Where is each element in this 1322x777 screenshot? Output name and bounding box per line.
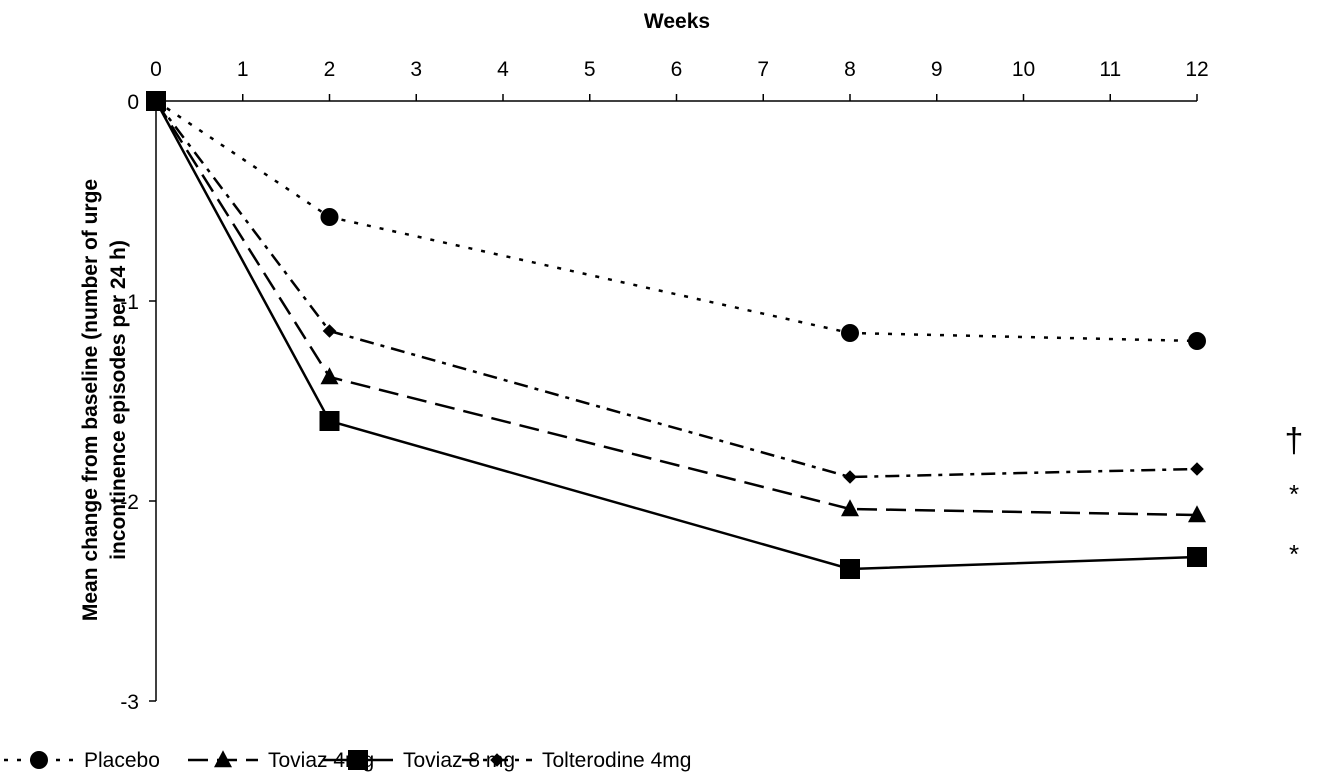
data-point-tolterodine-4mg: [149, 94, 163, 108]
x-tick-label: 3: [410, 58, 422, 81]
series-toviaz-8-mg: [146, 91, 1207, 579]
data-point-tolterodine-4mg: [1190, 462, 1204, 476]
legend-item-tolterodine-4mg: Tolterodine 4mg: [462, 749, 691, 772]
legend-marker-tolterodine-4mg: [490, 753, 504, 767]
legend-label-toviaz-8-mg: Toviaz 8 mg: [403, 749, 515, 772]
x-tick-label: 5: [584, 58, 596, 81]
y-tick-label: -3: [120, 691, 139, 714]
legend-marker-placebo: [30, 751, 48, 769]
y-tick-label: 0: [127, 91, 139, 114]
series-toviaz-4mg: [147, 91, 1206, 523]
y-axis-title-line-1: Mean change from baseline (number of urg…: [79, 179, 102, 621]
x-tick-label: 4: [497, 58, 509, 81]
legend: Placebo Toviaz 4mg Toviaz 8 mg Tolterodine …: [4, 749, 691, 772]
x-axis-title: Weeks: [644, 10, 710, 33]
series-line-placebo: [155, 99, 1198, 343]
legend-label-placebo: Placebo: [84, 749, 160, 772]
annotation-asterisk-1: *: [1289, 479, 1299, 509]
data-point-placebo: [1188, 332, 1206, 350]
legend-item-toviaz-8-mg: Toviaz 8 mg: [323, 749, 515, 772]
x-tick-label: 8: [844, 58, 856, 81]
x-tick-label: 2: [324, 58, 336, 81]
x-tick-label: 7: [757, 58, 769, 81]
x-tick-label: 11: [1099, 58, 1121, 81]
data-point-placebo: [320, 208, 339, 226]
legend-label-toviaz-4mg: Toviaz 4mg: [268, 749, 374, 772]
legend-item-toviaz-4mg: Toviaz 4mg: [188, 749, 374, 772]
series-line-toviaz-4mg: [154, 100, 1198, 517]
y-tick-label: -2: [120, 491, 139, 514]
x-tick-label: 6: [671, 58, 683, 81]
x-tick-label: 0: [150, 58, 162, 81]
x-tick-label: 12: [1185, 58, 1208, 81]
legend-item-placebo: Placebo: [4, 749, 160, 772]
series-line-tolterodine-4mg: [155, 100, 1198, 479]
series-tolterodine-4mg: [149, 94, 1204, 484]
series-placebo: [147, 92, 1206, 350]
data-point-toviaz-4mg: [1188, 505, 1206, 523]
data-point-toviaz-4mg: [320, 367, 339, 385]
legend-marker-toviaz-8-mg: [348, 750, 368, 770]
series-line-toviaz-8-mg: [154, 100, 1198, 571]
y-tick-label: -1: [120, 291, 139, 314]
data-point-toviaz-8-mg: [319, 411, 340, 431]
y-axis-title-line-2: incontinence episodes per 24 h): [107, 240, 130, 560]
x-tick-label: 1: [237, 58, 249, 81]
data-point-tolterodine-4mg: [322, 324, 337, 338]
legend-marker-toviaz-4mg: [214, 750, 232, 768]
y-axis-title: Mean change from baseline (number of urg…: [79, 179, 130, 621]
data-point-tolterodine-4mg: [843, 470, 857, 484]
data-point-toviaz-4mg: [841, 499, 859, 517]
data-point-toviaz-8-mg: [1187, 547, 1207, 567]
annotation-dagger: †: [1285, 422, 1304, 460]
x-tick-label: 9: [931, 58, 943, 81]
annotation-asterisk-2: *: [1289, 539, 1299, 569]
data-point-placebo: [841, 324, 859, 342]
data-point-toviaz-8-mg: [840, 559, 860, 579]
x-tick-label: 10: [1012, 58, 1035, 81]
legend-label-tolterodine-4mg: Tolterodine 4mg: [542, 749, 691, 772]
